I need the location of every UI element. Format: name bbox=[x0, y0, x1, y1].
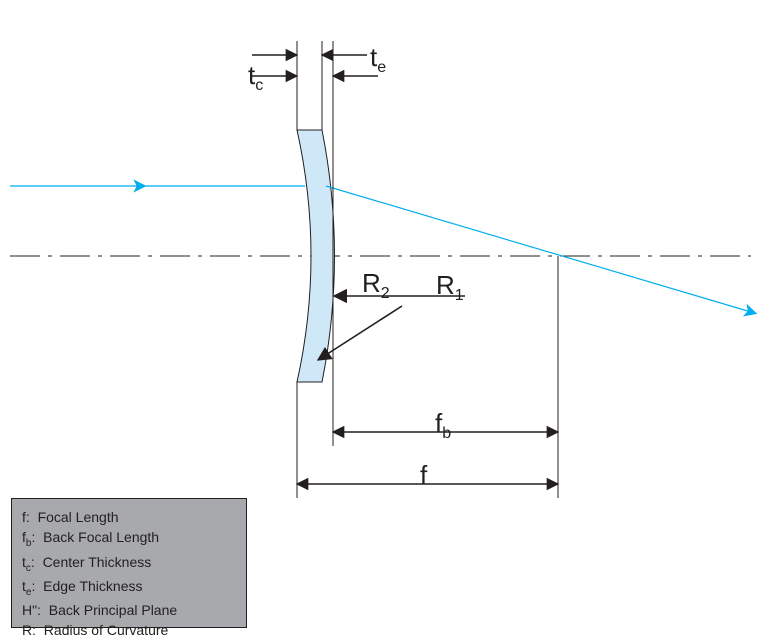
te-label: te bbox=[370, 42, 386, 77]
legend-label: Focal Length bbox=[38, 509, 119, 525]
legend-symbol: H" bbox=[22, 600, 37, 620]
r1-label: R1 bbox=[436, 270, 464, 305]
legend-symbol: R bbox=[22, 620, 32, 640]
legend-label: Edge Thickness bbox=[43, 578, 142, 594]
legend-row: fb: Back Focal Length bbox=[22, 527, 236, 551]
legend-label: Center Thickness bbox=[43, 554, 152, 570]
legend-box: f: Focal Lengthfb: Back Focal Lengthtc: … bbox=[11, 498, 247, 628]
legend-label: Back Principal Plane bbox=[49, 602, 177, 618]
r2-label: R2 bbox=[362, 268, 390, 303]
tc-label: tc bbox=[248, 60, 263, 95]
lens-body bbox=[297, 130, 335, 382]
fb-label: fb bbox=[435, 408, 451, 443]
legend-row: f: Focal Length bbox=[22, 507, 236, 527]
legend-label: Radius of Curvature bbox=[44, 622, 169, 638]
legend-row: H": Back Principal Plane bbox=[22, 600, 236, 620]
f-label: f bbox=[420, 460, 427, 491]
legend-label: Back Focal Length bbox=[43, 529, 159, 545]
legend-row: tc: Center Thickness bbox=[22, 552, 236, 576]
legend-row: R: Radius of Curvature bbox=[22, 620, 236, 640]
legend-row: te: Edge Thickness bbox=[22, 576, 236, 600]
